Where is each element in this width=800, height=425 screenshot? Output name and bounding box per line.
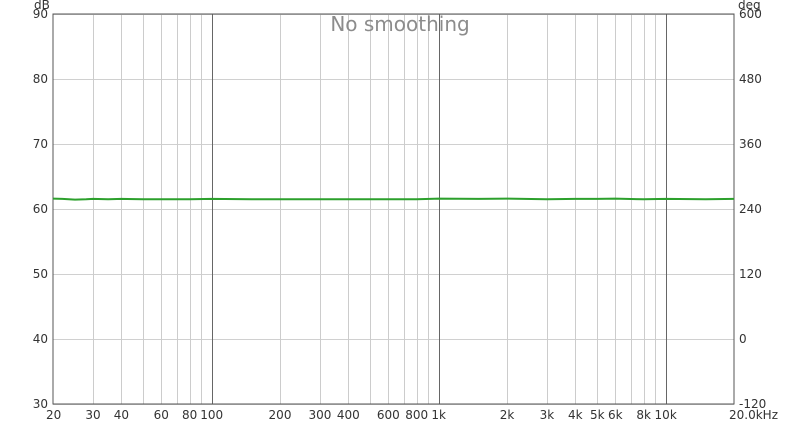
chart-title: No smoothing bbox=[330, 12, 469, 36]
x-tick-label: 200 bbox=[269, 408, 292, 422]
series-line bbox=[52, 197, 735, 201]
left-tick-label: 70 bbox=[33, 137, 48, 151]
x-tick-label: 80 bbox=[182, 408, 197, 422]
x-tick-label: 100 bbox=[200, 408, 223, 422]
x-tick-label: 30 bbox=[85, 408, 100, 422]
x-tick-label: 2k bbox=[500, 408, 515, 422]
right-tick-label: 360 bbox=[739, 137, 762, 151]
right-tick-label: 480 bbox=[739, 72, 762, 86]
grid-lines bbox=[53, 14, 734, 405]
left-tick-label: 30 bbox=[33, 397, 48, 411]
x-tick-label: 400 bbox=[337, 408, 360, 422]
series-layer bbox=[52, 197, 735, 201]
left-tick-label: 60 bbox=[33, 202, 48, 216]
x-tick-label: 1k bbox=[431, 408, 446, 422]
left-axis-ticks: 30 40 50 60 70 80 90 bbox=[33, 7, 48, 411]
x-tick-label: 60 bbox=[154, 408, 169, 422]
x-tick-label: 40 bbox=[114, 408, 129, 422]
x-tick-label: 10k bbox=[655, 408, 677, 422]
x-tick-label: 8k bbox=[636, 408, 651, 422]
x-tick-label: 300 bbox=[309, 408, 332, 422]
x-tick-label: 3k bbox=[540, 408, 555, 422]
x-tick-label: 800 bbox=[405, 408, 428, 422]
right-axis-unit: deg bbox=[738, 0, 761, 12]
x-tick-label: 4k bbox=[568, 408, 583, 422]
plot-frame bbox=[52, 13, 735, 405]
right-tick-label: 0 bbox=[739, 332, 747, 346]
right-tick-label: 240 bbox=[739, 202, 762, 216]
x-tick-label: 5k bbox=[590, 408, 605, 422]
left-tick-label: 80 bbox=[33, 72, 48, 86]
right-tick-label: -120 bbox=[739, 397, 766, 411]
x-tick-label: 20 bbox=[46, 408, 61, 422]
left-tick-label: 40 bbox=[33, 332, 48, 346]
left-tick-label: 90 bbox=[33, 7, 48, 21]
right-tick-label: 120 bbox=[739, 267, 762, 281]
x-axis-ticks: 20 30 40 60 80 100 200 300 400 600 800 1k 2k 3k 4k 5k 6k… bbox=[46, 408, 778, 422]
x-tick-label: 6k bbox=[608, 408, 623, 422]
x-tick-label: 20.0kHz bbox=[729, 408, 778, 422]
left-axis-unit: dB bbox=[34, 0, 50, 12]
right-tick-label: 600 bbox=[739, 7, 762, 21]
x-tick-label: 600 bbox=[377, 408, 400, 422]
left-tick-label: 50 bbox=[33, 267, 48, 281]
right-axis-ticks: -120 0 120 240 360 480 600 bbox=[739, 7, 766, 411]
